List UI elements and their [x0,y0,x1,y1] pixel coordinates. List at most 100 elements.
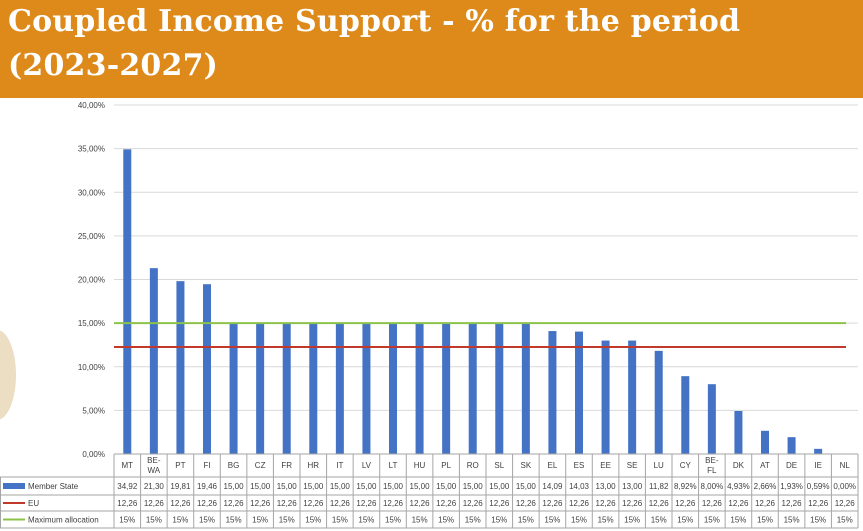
data-label: 15% [810,516,826,525]
data-label: 15% [757,516,773,525]
x-tick-label: BG [228,461,240,470]
data-label: 12,26 [383,499,404,508]
data-label: 0,59% [807,482,830,491]
data-label: 12,26 [224,499,245,508]
x-tick-label: EL [548,461,558,470]
data-label: 15,00 [410,482,431,491]
data-label: 19,81 [170,482,191,491]
data-label: 15,00 [330,482,351,491]
data-label: 12,26 [250,499,271,508]
data-label: 15% [358,516,374,525]
bar-hr [309,323,318,454]
data-label: 12,26 [463,499,484,508]
x-tick-label: IT [336,461,343,470]
data-label: 15% [544,516,560,525]
data-label: 15% [146,516,162,525]
x-tick-label: AT [760,461,770,470]
data-label: 8,00% [701,482,724,491]
bar-se [628,340,637,454]
data-label: 15,00 [489,482,510,491]
y-tick-label: 0,00% [82,450,105,459]
data-label: 15% [172,516,188,525]
data-label: 15% [305,516,321,525]
data-label: 15,00 [277,482,298,491]
data-label: 12,26 [436,499,457,508]
data-label: 12,26 [410,499,431,508]
legend-label: Maximum allocation [28,516,99,525]
x-tick-label: FI [203,461,210,470]
data-label: 15,00 [224,482,245,491]
x-tick-label: PT [175,461,185,470]
data-label: 12,26 [330,499,351,508]
data-label: 15% [730,516,746,525]
y-tick-label: 35,00% [78,145,105,154]
data-label: 12,26 [197,499,218,508]
data-label: 15% [279,516,295,525]
bar-lv [362,323,371,454]
bar-sl [495,323,504,454]
legend-key-member-state [3,483,25,489]
data-label: 15% [624,516,640,525]
bar-cy [681,376,690,454]
data-label: 12,26 [303,499,324,508]
bar-ie [814,448,823,454]
data-label: 15,00 [516,482,537,491]
data-label: 21,30 [144,482,165,491]
bar-sk [521,323,530,454]
x-tick-label: DE [786,461,797,470]
bar-bg [229,323,238,454]
data-label: 13,00 [596,482,617,491]
data-label: 19,46 [197,482,218,491]
data-label: 15,00 [383,482,404,491]
x-tick-label: SL [494,461,504,470]
data-label: 15% [784,516,800,525]
bar-fr [282,323,291,454]
data-label: 15% [252,516,268,525]
data-label: 15% [412,516,428,525]
data-label: 15% [332,516,348,525]
x-tick-label: MT [122,461,134,470]
bar-be-wa [149,268,158,454]
data-label: 12,26 [117,499,138,508]
x-tick-label: IE [814,461,822,470]
data-label: 0,00% [833,482,856,491]
bar-at [761,430,769,454]
data-label: 12,26 [489,499,510,508]
bar-hu [415,323,424,454]
data-label: 12,26 [569,499,590,508]
data-label: 12,26 [755,499,776,508]
x-tick-label: BE- [147,456,161,465]
data-label: 1,93% [780,482,803,491]
data-label: 12,26 [782,499,803,508]
x-tick-label: HU [414,461,426,470]
y-tick-label: 20,00% [78,276,105,285]
bar-pl [442,323,451,454]
bar-de [787,437,796,454]
x-tick-label: LV [362,461,372,470]
y-tick-label: 40,00% [78,101,105,110]
data-label: 15% [119,516,135,525]
data-label: 12,26 [649,499,670,508]
bar-cz [256,323,265,454]
data-label: 15% [385,516,401,525]
y-tick-label: 15,00% [78,319,105,328]
bar-ee [601,340,610,454]
data-label: 15% [518,516,534,525]
x-tick-label: BE- [705,456,719,465]
bar-dk [734,410,743,454]
title-banner: Coupled Income Support - % for the perio… [0,0,863,98]
data-label: 15,00 [250,482,271,491]
data-label: 13,00 [622,482,643,491]
data-label: 2,66% [754,482,777,491]
data-label: 12,26 [835,499,856,508]
decorative-image-fragment [0,330,16,420]
bar-it [335,323,344,454]
page-title: Coupled Income Support - % for the perio… [8,4,741,83]
data-label: 11,82 [649,482,669,491]
data-label: 15% [651,516,667,525]
x-tick-label: CZ [255,461,266,470]
data-label: 12,26 [542,499,563,508]
data-label: 12,26 [277,499,298,508]
bar-mt [123,149,132,454]
data-label: 14,03 [569,482,590,491]
